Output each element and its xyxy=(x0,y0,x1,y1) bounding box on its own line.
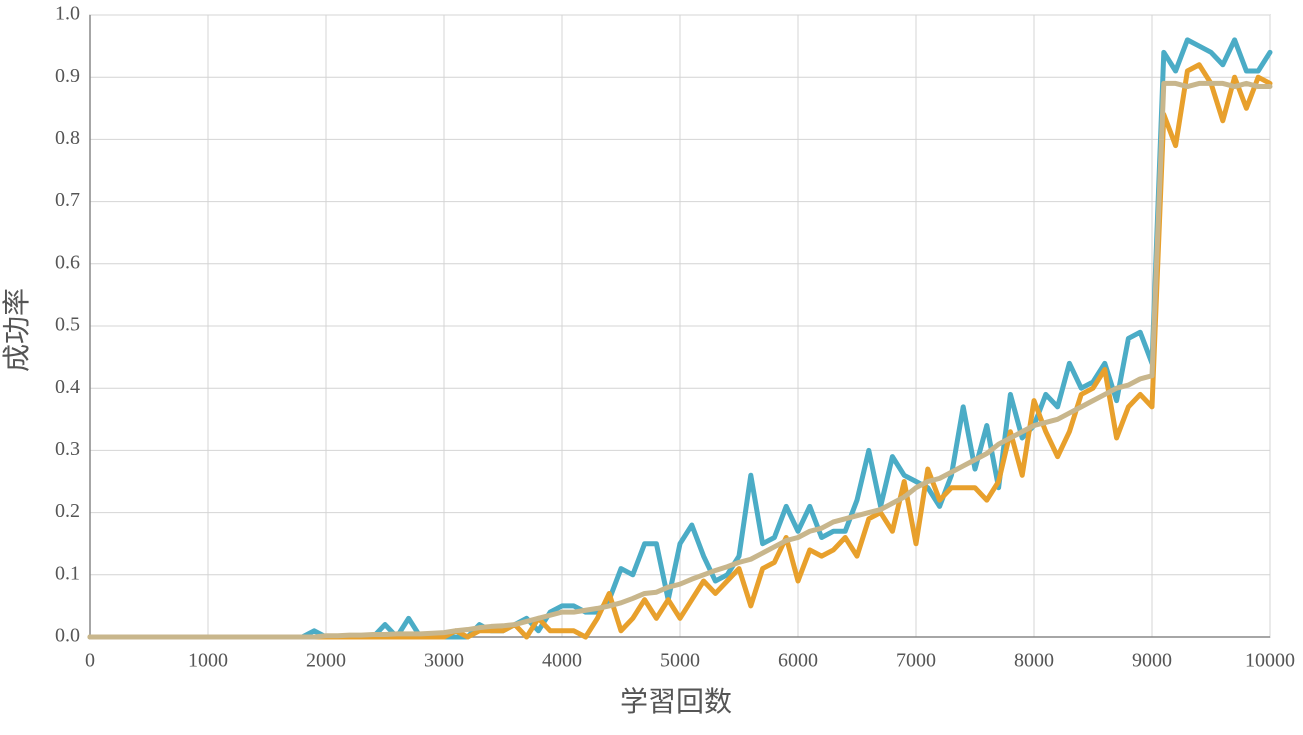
y-axis-title: 成功率 xyxy=(0,288,33,372)
x-tick-label: 9000 xyxy=(1132,650,1172,672)
x-tick-label: 3000 xyxy=(424,650,464,672)
y-tick-label: 1.0 xyxy=(55,3,80,25)
x-tick-label: 10000 xyxy=(1245,650,1295,672)
x-tick-label: 1000 xyxy=(188,650,228,672)
y-tick-label: 0.6 xyxy=(55,251,80,273)
data-line xyxy=(87,80,1273,640)
y-tick-label: 0.5 xyxy=(55,314,80,336)
x-tick-label: 0 xyxy=(85,650,95,672)
y-tick-label: 0.2 xyxy=(55,500,80,522)
y-tick-label: 0.3 xyxy=(55,438,80,460)
x-tick-label: 5000 xyxy=(660,650,700,672)
x-tick-label: 4000 xyxy=(542,650,582,672)
y-tick-label: 0.8 xyxy=(55,127,80,149)
y-tick-label: 0.4 xyxy=(55,376,80,398)
x-axis-title: 学習回数 xyxy=(620,685,732,718)
x-tick-label: 8000 xyxy=(1014,650,1054,672)
y-tick-label: 0.9 xyxy=(55,65,80,87)
y-tick-label: 0.0 xyxy=(55,625,80,647)
y-tick-label: 0.7 xyxy=(55,189,80,211)
x-tick-label: 2000 xyxy=(306,650,346,672)
x-tick-label: 6000 xyxy=(778,650,818,672)
y-tick-label: 0.1 xyxy=(55,562,80,584)
x-tick-label: 7000 xyxy=(896,650,936,672)
